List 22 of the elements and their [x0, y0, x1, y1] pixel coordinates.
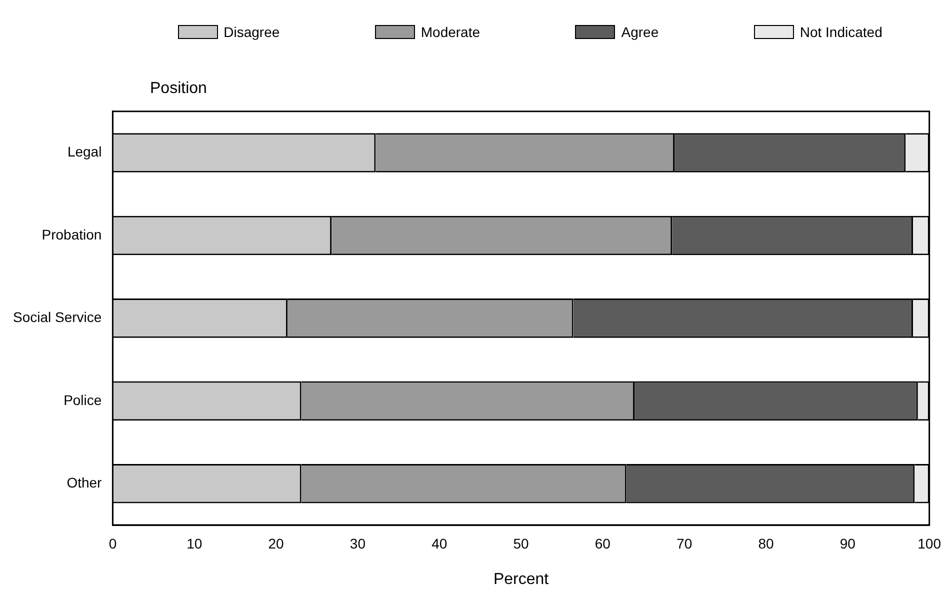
x-tick-label: 10: [186, 535, 202, 552]
legend-label: Disagree: [224, 24, 280, 40]
x-tick-label: 50: [513, 535, 530, 552]
y-tick-label: Legal: [67, 144, 102, 160]
legend-label: Moderate: [420, 24, 480, 40]
legend-label: Not Indicated: [800, 24, 882, 40]
x-tick-label: 70: [676, 535, 692, 552]
x-tick-label: 40: [432, 535, 448, 552]
y-axis-title: Position: [150, 80, 207, 98]
x-tick-label: 100: [918, 535, 942, 552]
x-axis-title: Percent: [493, 570, 550, 588]
y-tick-label: Social Service: [13, 309, 102, 326]
y-tick-label: Probation: [42, 226, 102, 242]
x-tick-label: 20: [268, 535, 284, 552]
y-tick-label: Police: [64, 392, 102, 408]
x-tick-label: 60: [594, 535, 611, 552]
legend-label: Agree: [621, 24, 659, 40]
x-tick-label: 0: [108, 535, 117, 552]
x-tick-label: 90: [840, 535, 856, 552]
x-tick-label: 80: [758, 535, 774, 552]
y-tick-label: Other: [66, 474, 102, 490]
x-tick-label: 30: [350, 535, 366, 552]
